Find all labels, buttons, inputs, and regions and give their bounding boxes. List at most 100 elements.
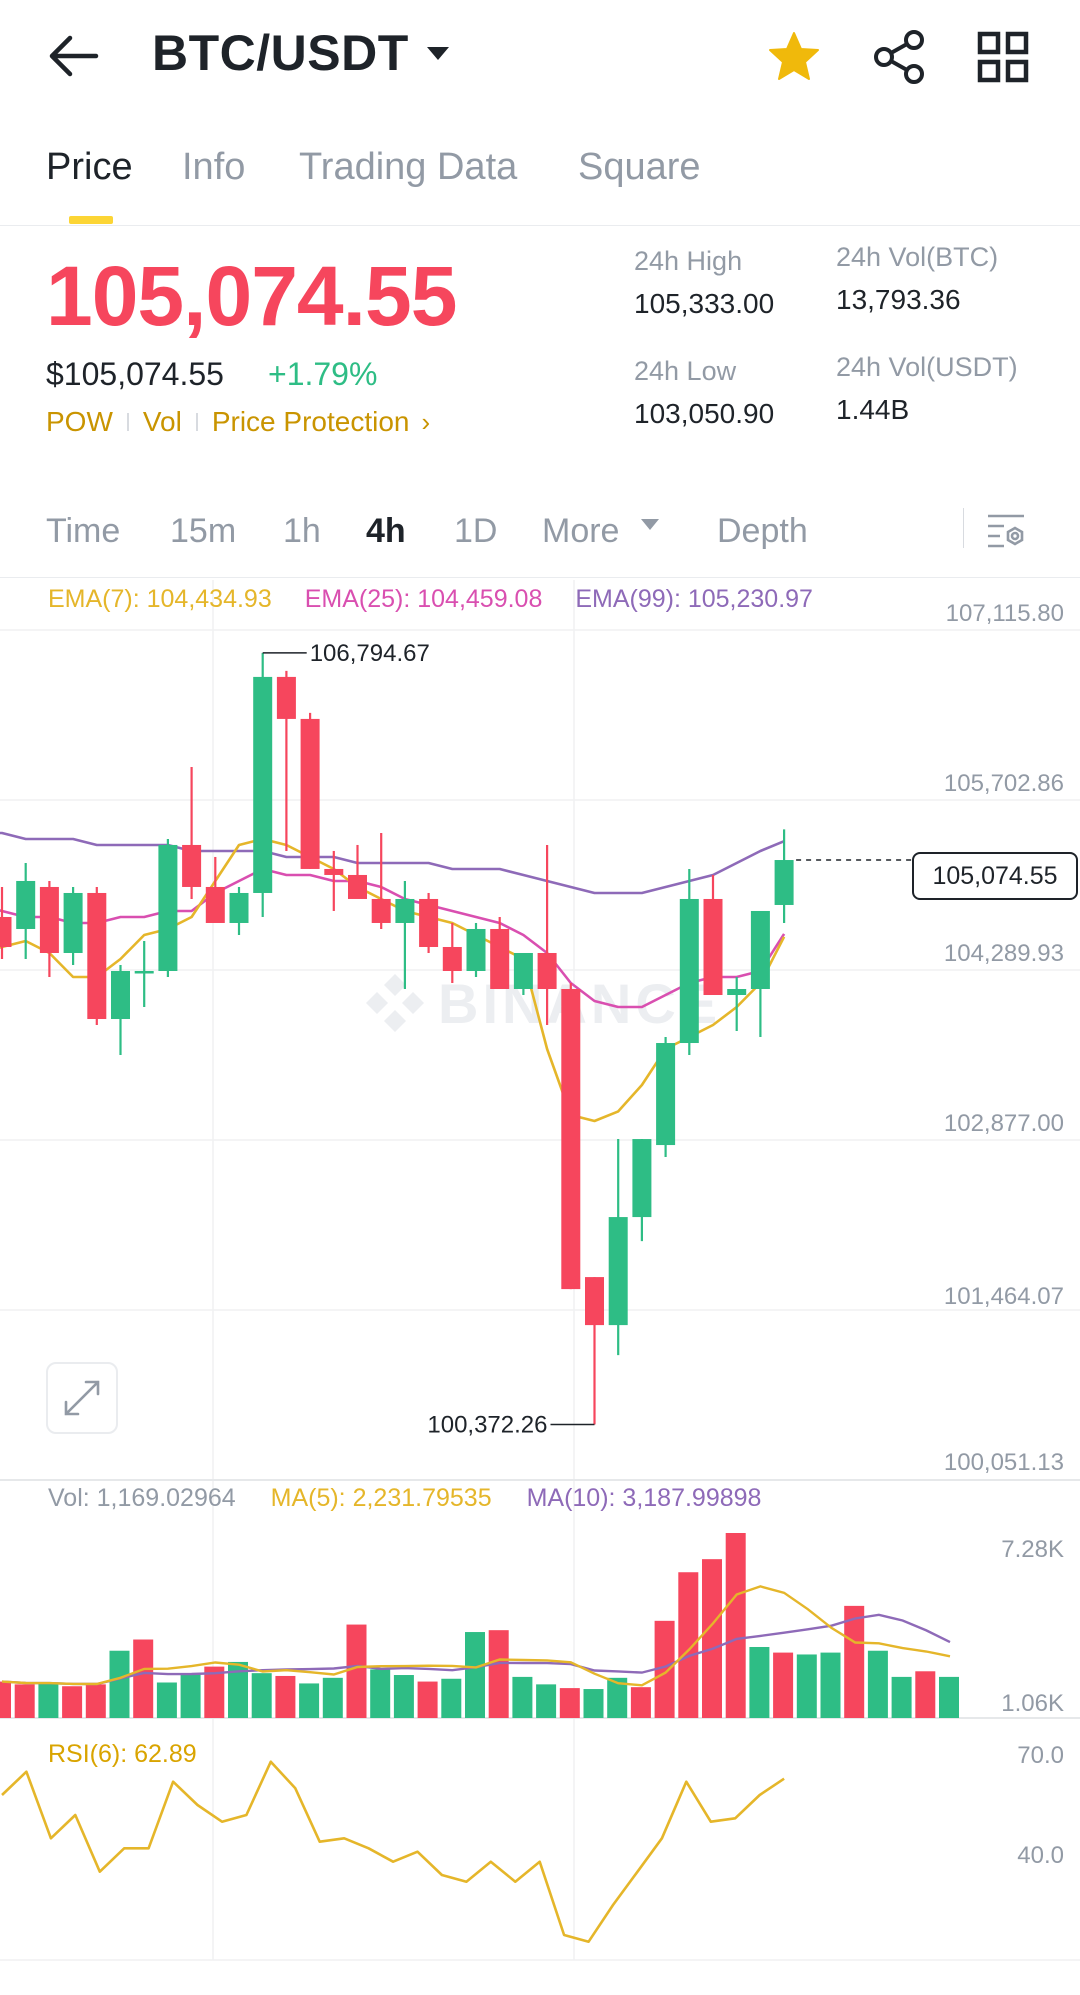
tab-trading-data[interactable]: Trading Data [299, 146, 518, 188]
candle-body [87, 892, 107, 1020]
volume-bar [417, 1681, 438, 1718]
volume-bar [749, 1646, 770, 1718]
price-axis-tick: 100,051.13 [943, 1449, 1064, 1476]
caret-down-icon [641, 519, 659, 530]
price-axis-tick: 101,464.07 [943, 1283, 1064, 1310]
volume-bar [14, 1684, 35, 1718]
last-price-tag: 105,074.55 [912, 852, 1078, 900]
volume-bar [536, 1684, 557, 1718]
price-axis-tick: 107,115.80 [945, 600, 1064, 627]
tab-info[interactable]: Info [182, 146, 246, 188]
interval-time[interactable]: Time [46, 512, 121, 550]
divider [963, 508, 964, 548]
low-price-label: 100,372.26 [427, 1411, 547, 1438]
volume-legend: Vol: 1,169.02964 MA(5): 2,231.79535 MA(1… [48, 1484, 789, 1513]
volume-bar [133, 1639, 154, 1718]
volume-bar [820, 1652, 841, 1718]
candle-body [0, 916, 12, 947]
candle-body [466, 928, 486, 971]
tab-bar: Price Info Trading Data Square [0, 130, 1080, 226]
rsi-axis-tick: 70.0 [1017, 1742, 1064, 1769]
price-axis-tick: 105,702.86 [943, 770, 1064, 797]
candle-body [158, 844, 178, 971]
candle-body [276, 676, 296, 719]
chart-settings-icon[interactable] [982, 506, 1030, 554]
pair-selector[interactable]: BTC/USDT [152, 24, 449, 82]
candle-body [679, 898, 699, 1044]
tag-pow[interactable]: POW [46, 406, 113, 437]
share-icon[interactable] [869, 26, 931, 88]
tag-price-protection[interactable]: Price Protection [211, 406, 410, 437]
expand-icon[interactable] [46, 1362, 118, 1434]
volume-bar [85, 1684, 106, 1718]
grid-icon[interactable] [972, 26, 1034, 88]
candle-body [656, 1043, 676, 1146]
candle-body [750, 910, 770, 990]
volume-bar [204, 1666, 225, 1718]
candle-body [371, 898, 391, 923]
candle-body [16, 880, 36, 929]
volume-bar [654, 1620, 675, 1718]
interval-4h[interactable]: 4h [366, 512, 406, 550]
interval-15m[interactable]: 15m [170, 512, 237, 550]
candle-body [490, 928, 510, 990]
stat-24h-vol-usdt-label: 24h Vol(USDT) [836, 352, 1018, 382]
stat-24h-low-label: 24h Low [634, 356, 737, 386]
ema7-value: EMA(7): 104,434.93 [48, 585, 272, 613]
volume-bar [702, 1559, 722, 1718]
volume-bar [441, 1678, 462, 1718]
price-chart[interactable]: 106,794.67 100,372.26 [0, 580, 1080, 1995]
interval-1h[interactable]: 1h [283, 512, 321, 550]
interval-1d[interactable]: 1D [454, 512, 498, 550]
volume-bar [678, 1572, 699, 1718]
volume-bar [322, 1677, 343, 1718]
tab-price[interactable]: Price [46, 146, 133, 188]
tag-vol[interactable]: Vol [142, 406, 182, 437]
volume-bar [630, 1687, 651, 1718]
volume-bar [62, 1686, 83, 1718]
candle-body [442, 946, 462, 971]
volume-bar [0, 1681, 11, 1718]
candle-body [134, 970, 154, 974]
back-arrow-icon[interactable] [44, 30, 104, 82]
interval-depth[interactable]: Depth [717, 512, 808, 550]
stat-24h-vol-btc-label: 24h Vol(BTC) [836, 242, 999, 272]
volume-bar [725, 1533, 746, 1718]
tab-square[interactable]: Square [578, 146, 701, 188]
candle-body [727, 989, 747, 996]
volume-bar [773, 1652, 794, 1718]
volume-bar [109, 1650, 130, 1718]
stat-24h-low-value: 103,050.90 [634, 398, 775, 429]
volume-bar [844, 1605, 865, 1718]
active-tab-indicator [69, 216, 113, 224]
interval-more[interactable]: More [542, 512, 620, 550]
volume-bar [512, 1676, 533, 1718]
volume-bar [796, 1654, 817, 1718]
tag-row: POW Vol Price Protection › [46, 406, 430, 438]
candle-body [774, 860, 794, 905]
stat-24h-high-value: 105,333.00 [634, 288, 775, 319]
candle-body [585, 1277, 604, 1326]
volume-bar [891, 1676, 912, 1718]
ma5-line [1, 1585, 951, 1687]
price-change-percent: +1.79% [268, 356, 378, 392]
ema99-value: EMA(99): 105,230.97 [575, 585, 813, 613]
candle-body [419, 898, 439, 947]
candle-body [324, 868, 344, 875]
vol-axis-tick: 7.28K [1001, 1536, 1064, 1563]
candle-body [39, 886, 59, 953]
candle-body [608, 1217, 628, 1326]
candle-body [300, 718, 320, 869]
ema-legend: EMA(7): 104,434.93 EMA(25): 104,459.08 E… [48, 585, 839, 614]
vol-value: Vol: 1,169.02964 [48, 1484, 236, 1512]
price-axis-tick: 102,877.00 [943, 1110, 1064, 1137]
star-icon[interactable] [763, 26, 825, 88]
volume-bar [867, 1650, 888, 1718]
volume-bar [156, 1682, 177, 1718]
binance-logo-icon [366, 974, 424, 1032]
volume-bar [915, 1671, 936, 1718]
price-axis-tick: 104,289.93 [943, 940, 1064, 967]
volume-bar [228, 1661, 248, 1718]
candle-body [395, 898, 415, 923]
interval-bar: Time 15m 1h 4h 1D More Depth [0, 490, 1080, 578]
